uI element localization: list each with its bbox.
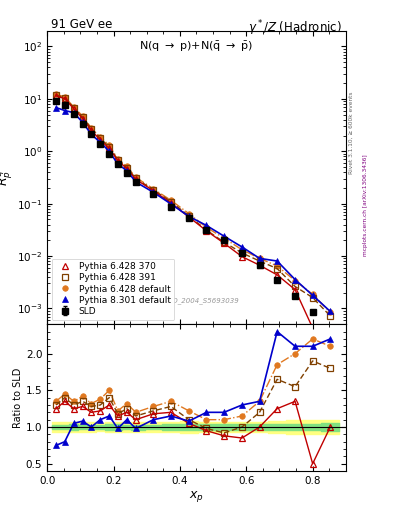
Pythia 8.301 default bbox=[107, 148, 112, 154]
X-axis label: $x_p$: $x_p$ bbox=[189, 488, 204, 504]
Pythia 6.428 370 bbox=[310, 325, 315, 331]
Pythia 6.428 391 bbox=[293, 283, 298, 289]
Pythia 6.428 391 bbox=[89, 126, 94, 132]
Pythia 8.301 default bbox=[133, 179, 138, 185]
Pythia 6.428 default bbox=[240, 247, 244, 253]
Pythia 6.428 391 bbox=[310, 294, 315, 301]
Pythia 6.428 391 bbox=[125, 164, 129, 170]
Pythia 6.428 370 bbox=[72, 105, 76, 112]
Pythia 6.428 370 bbox=[240, 253, 244, 260]
Pythia 6.428 391 bbox=[54, 92, 59, 98]
Pythia 6.428 370 bbox=[80, 115, 85, 121]
Text: mcplots.cern.ch [arXiv:1306.3436]: mcplots.cern.ch [arXiv:1306.3436] bbox=[363, 154, 368, 255]
Pythia 6.428 default bbox=[222, 235, 226, 241]
Pythia 6.428 370 bbox=[151, 187, 156, 194]
Pythia 8.301 default bbox=[62, 108, 67, 114]
Pythia 6.428 370 bbox=[62, 96, 67, 102]
Pythia 6.428 370 bbox=[125, 165, 129, 172]
Text: $\gamma^*/Z$ (Hadronic): $\gamma^*/Z$ (Hadronic) bbox=[248, 18, 342, 37]
Pythia 8.301 default bbox=[151, 189, 156, 196]
Pythia 6.428 370 bbox=[107, 145, 112, 152]
Pythia 8.301 default bbox=[204, 222, 209, 228]
Pythia 6.428 370 bbox=[89, 127, 94, 133]
Pythia 6.428 default bbox=[133, 174, 138, 180]
Text: N(q $\rightarrow$ p)+N($\bar{\rm q}$ $\rightarrow$ $\bar{\rm p}$): N(q $\rightarrow$ p)+N($\bar{\rm q}$ $\r… bbox=[140, 39, 253, 54]
Pythia 6.428 391 bbox=[98, 135, 103, 141]
Pythia 6.428 370 bbox=[98, 137, 103, 143]
Pythia 8.301 default bbox=[293, 276, 298, 283]
Line: Pythia 6.428 370: Pythia 6.428 370 bbox=[53, 93, 333, 332]
Pythia 6.428 370 bbox=[328, 326, 332, 332]
Pythia 6.428 391 bbox=[240, 250, 244, 256]
Pythia 6.428 default bbox=[310, 291, 315, 297]
Pythia 6.428 default bbox=[187, 210, 191, 217]
Pythia 6.428 default bbox=[204, 224, 209, 230]
Pythia 8.301 default bbox=[89, 132, 94, 138]
Pythia 6.428 default bbox=[72, 104, 76, 110]
Text: Rivet 3.1.10, ≥ 600k events: Rivet 3.1.10, ≥ 600k events bbox=[349, 92, 354, 175]
Pythia 6.428 370 bbox=[116, 157, 120, 163]
Pythia 6.428 391 bbox=[151, 187, 156, 193]
Pythia 6.428 370 bbox=[187, 214, 191, 220]
Y-axis label: Ratio to SLD: Ratio to SLD bbox=[13, 368, 23, 428]
Pythia 6.428 391 bbox=[80, 114, 85, 120]
Pythia 6.428 default bbox=[293, 278, 298, 284]
Pythia 8.301 default bbox=[98, 139, 103, 145]
Pythia 6.428 default bbox=[116, 156, 120, 162]
Pythia 8.301 default bbox=[72, 110, 76, 116]
Pythia 8.301 default bbox=[328, 308, 332, 314]
Pythia 6.428 391 bbox=[222, 239, 226, 245]
Pythia 8.301 default bbox=[222, 233, 226, 239]
Pythia 6.428 391 bbox=[275, 266, 279, 272]
Pythia 8.301 default bbox=[187, 214, 191, 220]
Pythia 6.428 370 bbox=[222, 240, 226, 246]
Pythia 6.428 default bbox=[275, 263, 279, 269]
Pythia 8.301 default bbox=[116, 161, 120, 167]
Pythia 6.428 391 bbox=[107, 144, 112, 150]
Pythia 8.301 default bbox=[275, 258, 279, 264]
Pythia 6.428 default bbox=[125, 163, 129, 169]
Pythia 6.428 391 bbox=[328, 313, 332, 319]
Pythia 8.301 default bbox=[240, 244, 244, 250]
Text: 91 GeV ee: 91 GeV ee bbox=[51, 18, 112, 31]
Line: Pythia 8.301 default: Pythia 8.301 default bbox=[53, 105, 333, 314]
Pythia 6.428 default bbox=[89, 125, 94, 131]
Pythia 6.428 default bbox=[54, 91, 59, 97]
Pythia 6.428 default bbox=[257, 255, 262, 262]
Pythia 6.428 370 bbox=[204, 228, 209, 234]
Pythia 6.428 default bbox=[62, 94, 67, 100]
Pythia 8.301 default bbox=[169, 201, 173, 207]
Pythia 6.428 default bbox=[98, 134, 103, 140]
Pythia 6.428 391 bbox=[116, 157, 120, 163]
Pythia 6.428 default bbox=[107, 142, 112, 148]
Pythia 6.428 391 bbox=[204, 227, 209, 233]
Pythia 6.428 370 bbox=[275, 272, 279, 278]
Pythia 6.428 default bbox=[151, 186, 156, 192]
Pythia 8.301 default bbox=[125, 167, 129, 174]
Pythia 6.428 default bbox=[328, 309, 332, 315]
Pythia 6.428 370 bbox=[133, 176, 138, 182]
Pythia 6.428 370 bbox=[54, 93, 59, 99]
Pythia 6.428 default bbox=[169, 197, 173, 203]
Pythia 6.428 370 bbox=[293, 287, 298, 293]
Pythia 6.428 391 bbox=[62, 95, 67, 101]
Pythia 6.428 391 bbox=[257, 258, 262, 264]
Pythia 6.428 370 bbox=[257, 262, 262, 268]
Line: Pythia 6.428 391: Pythia 6.428 391 bbox=[53, 92, 333, 319]
Pythia 6.428 391 bbox=[133, 175, 138, 181]
Pythia 6.428 391 bbox=[187, 213, 191, 219]
Pythia 8.301 default bbox=[54, 104, 59, 111]
Pythia 6.428 391 bbox=[169, 199, 173, 205]
Pythia 6.428 default bbox=[80, 113, 85, 119]
Line: Pythia 6.428 default: Pythia 6.428 default bbox=[53, 92, 333, 315]
Pythia 6.428 370 bbox=[169, 200, 173, 206]
Pythia 6.428 391 bbox=[72, 105, 76, 111]
Text: SLD_2004_S5693039: SLD_2004_S5693039 bbox=[165, 297, 240, 304]
Pythia 8.301 default bbox=[80, 119, 85, 125]
Y-axis label: $R^{q}_{p}$: $R^{q}_{p}$ bbox=[0, 169, 15, 186]
Legend: Pythia 6.428 370, Pythia 6.428 391, Pythia 6.428 default, Pythia 8.301 default, : Pythia 6.428 370, Pythia 6.428 391, Pyth… bbox=[51, 259, 174, 320]
Pythia 8.301 default bbox=[310, 292, 315, 298]
Pythia 8.301 default bbox=[257, 255, 262, 262]
